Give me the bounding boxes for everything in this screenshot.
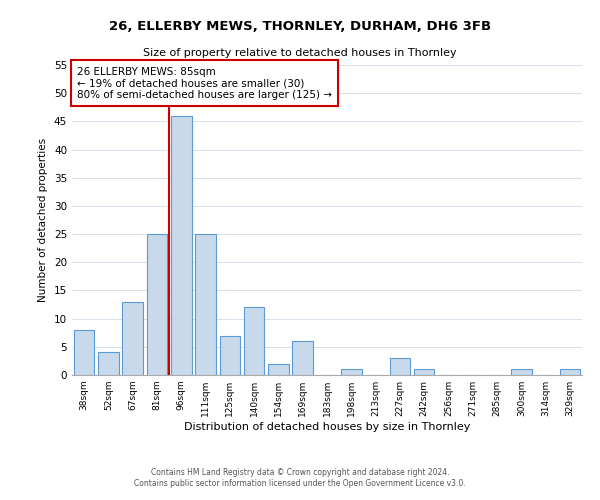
- Text: 26, ELLERBY MEWS, THORNLEY, DURHAM, DH6 3FB: 26, ELLERBY MEWS, THORNLEY, DURHAM, DH6 …: [109, 20, 491, 33]
- Bar: [341, 370, 362, 375]
- Text: 26 ELLERBY MEWS: 85sqm
← 19% of detached houses are smaller (30)
80% of semi-det: 26 ELLERBY MEWS: 85sqm ← 19% of detached…: [77, 66, 332, 100]
- Bar: [389, 358, 410, 375]
- Text: Contains HM Land Registry data © Crown copyright and database right 2024.
Contai: Contains HM Land Registry data © Crown c…: [134, 468, 466, 487]
- Bar: [122, 302, 143, 375]
- Text: Size of property relative to detached houses in Thornley: Size of property relative to detached ho…: [143, 48, 457, 58]
- Bar: [146, 234, 167, 375]
- Bar: [268, 364, 289, 375]
- X-axis label: Distribution of detached houses by size in Thornley: Distribution of detached houses by size …: [184, 422, 470, 432]
- Bar: [98, 352, 119, 375]
- Bar: [414, 370, 434, 375]
- Bar: [220, 336, 240, 375]
- Bar: [292, 341, 313, 375]
- Bar: [195, 234, 216, 375]
- Bar: [560, 370, 580, 375]
- Bar: [171, 116, 191, 375]
- Bar: [244, 308, 265, 375]
- Bar: [74, 330, 94, 375]
- Y-axis label: Number of detached properties: Number of detached properties: [38, 138, 49, 302]
- Bar: [511, 370, 532, 375]
